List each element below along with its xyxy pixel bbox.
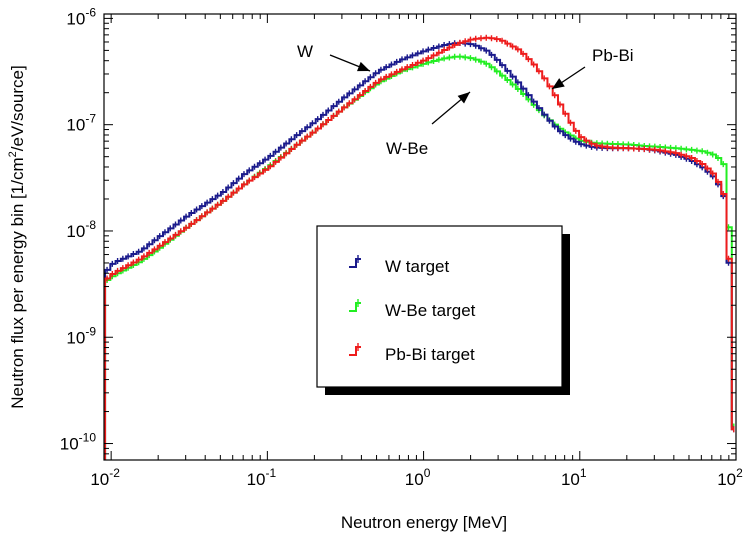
y-tick-label: 10-8 — [66, 218, 96, 241]
legend-label: W-Be target — [385, 301, 476, 320]
series-pb-bi-target — [104, 34, 735, 460]
y-tick-label: 10-10 — [60, 431, 97, 454]
arrowhead — [552, 78, 565, 89]
y-tick-label: 10-9 — [66, 324, 96, 347]
x-tick-label: 100 — [405, 466, 431, 489]
legend-label: W target — [385, 257, 450, 276]
y-axis-label: Neutron flux per energy bin [1/cm2/eV/so… — [7, 65, 27, 408]
axis-ticks — [103, 14, 737, 460]
annotation-pbbi-label: Pb-Bi — [592, 46, 634, 65]
x-axis-label: Neutron energy [MeV] — [341, 513, 507, 532]
y-tick-label: 10-6 — [66, 5, 96, 28]
annotation-pbbi: Pb-Bi — [551, 46, 634, 90]
annotation-w-label: W — [297, 42, 313, 61]
legend-entry: W target — [349, 255, 450, 276]
x-tick-label: 101 — [561, 466, 587, 489]
plot-frame — [103, 13, 737, 461]
series-line — [104, 36, 734, 460]
legend-entry: W-Be target — [349, 299, 476, 320]
arrowhead — [457, 92, 470, 104]
x-tick-labels: 10-2 10-1 100 101 102 — [90, 466, 743, 489]
x-tick-label: 10-1 — [247, 466, 277, 489]
legend-label: Pb-Bi target — [385, 345, 475, 364]
x-tick-label: 102 — [717, 466, 743, 489]
series-error-bars — [106, 34, 735, 433]
legend: W target W-Be target Pb-Bi target — [316, 225, 570, 395]
annotation-wbe: W-Be — [386, 91, 471, 158]
annotation-w: W — [297, 42, 371, 72]
series-layer — [104, 34, 735, 460]
x-tick-label: 10-2 — [90, 466, 120, 489]
y-tick-labels: 10-10 10-9 10-8 10-7 10-6 — [60, 5, 97, 453]
arrowhead — [357, 61, 370, 72]
annotation-wbe-label: W-Be — [386, 139, 428, 158]
legend-entry: Pb-Bi target — [349, 343, 475, 364]
y-tick-label: 10-7 — [66, 112, 96, 135]
